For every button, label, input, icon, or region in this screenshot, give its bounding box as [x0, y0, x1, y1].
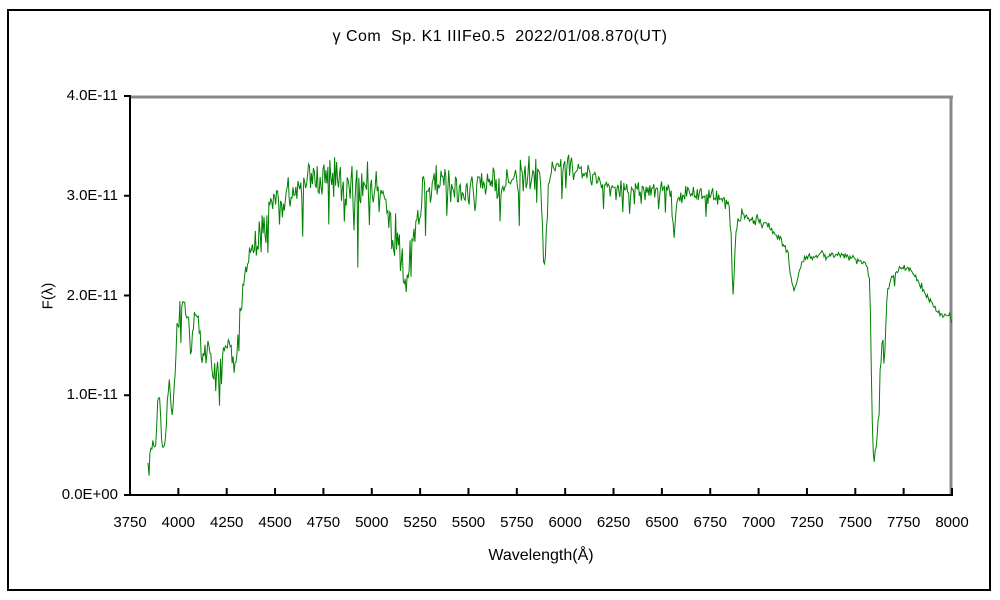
plot-area	[130, 96, 952, 495]
y-tick-label: 4.0E-11	[66, 87, 118, 104]
x-tick-label: 4500	[258, 514, 292, 531]
x-tick-label: 6750	[693, 514, 727, 531]
x-tick-label: 7750	[886, 514, 921, 531]
x-tick-label: 5000	[355, 514, 389, 531]
x-tick-label: 3750	[113, 514, 147, 531]
figure-border	[7, 9, 991, 591]
x-tick-label: 6250	[596, 514, 631, 531]
y-tick-label: 0.0E+00	[61, 486, 118, 503]
y-tick-label: 3.0E-11	[66, 186, 118, 204]
x-axis-title: Wavelength(Å)	[488, 547, 594, 564]
x-tick-label: 6000	[548, 514, 582, 531]
x-tick-label: 5500	[451, 514, 486, 531]
y-axis-ticks	[124, 95, 131, 496]
spectrum-line	[147, 154, 953, 476]
x-tick-label: 7000	[741, 514, 776, 531]
y-tick-label: 2.0E-11	[66, 286, 118, 304]
x-tick-label: 6500	[645, 514, 679, 531]
x-axis-ticks	[129, 488, 953, 495]
chart-title: γ Com Sp. K1 IIIFe0.5 2022/01/08.870(UT)	[332, 28, 668, 45]
x-tick-label: 7250	[790, 514, 824, 531]
x-tick-label: 5750	[500, 514, 534, 531]
x-tick-label: 7500	[838, 514, 872, 531]
x-tick-label: 4000	[161, 514, 196, 531]
x-tick-label: 4250	[210, 514, 244, 531]
x-tick-label: 5250	[403, 514, 437, 531]
y-tick-label: 1.0E-11	[66, 386, 118, 404]
x-tick-label: 8000	[935, 514, 969, 531]
x-tick-label: 4750	[306, 514, 341, 531]
